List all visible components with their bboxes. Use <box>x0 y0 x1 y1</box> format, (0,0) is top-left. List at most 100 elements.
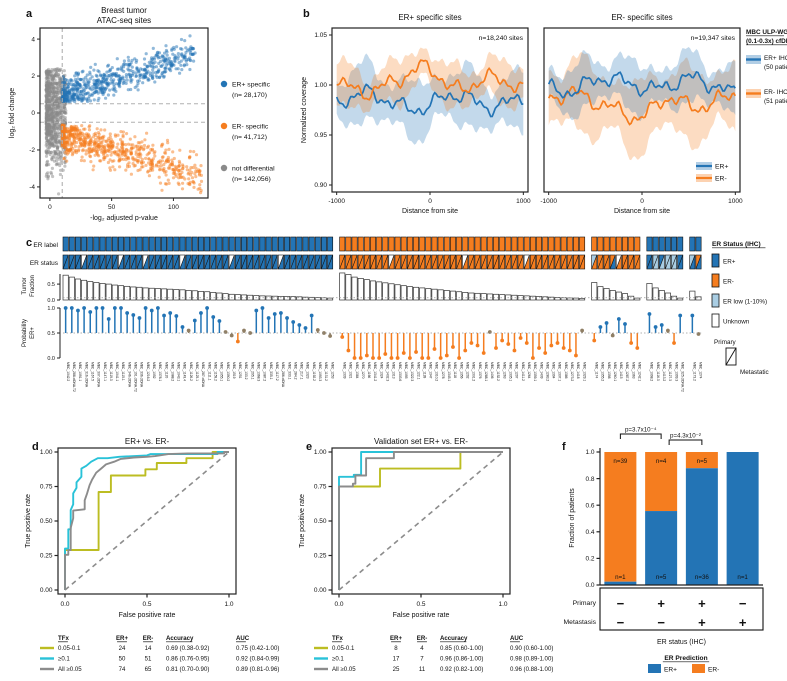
table-erpos-2: 25 <box>393 666 400 673</box>
bar-1-n-top: n=4 <box>656 458 667 465</box>
probability-dot <box>352 356 357 360</box>
er-label-cell <box>480 236 487 252</box>
probability-dot <box>549 343 554 348</box>
probability-dot <box>291 320 296 324</box>
metastatic-label: Metastatic <box>740 369 769 376</box>
er-label-cell <box>179 236 186 252</box>
matrix-metastasis-sign-0: − <box>617 615 625 630</box>
er-label-cell <box>111 236 118 252</box>
sample-name: MBC_1390.2 <box>226 362 230 381</box>
sample-name: MBC_1111.1 <box>207 362 211 381</box>
probability-dot <box>69 306 74 310</box>
probability-dot <box>401 351 406 355</box>
svg-text:1.05: 1.05 <box>314 32 327 39</box>
sample-name: MBC_1359.1 <box>533 362 537 381</box>
roc-curve-cyan <box>64 451 229 590</box>
probability-dot <box>137 316 142 320</box>
er-label-cell <box>677 236 684 252</box>
er-label-cell <box>652 236 659 252</box>
svg-text:1.00: 1.00 <box>40 449 53 456</box>
legend-count-2: (n= 142,056) <box>232 176 271 183</box>
sample-name: MBC_295.1 <box>250 362 254 380</box>
probability-dot <box>610 333 615 338</box>
panel-b-right-title: ER- specific sites <box>611 13 672 22</box>
matrix-frame <box>599 587 764 631</box>
tumor-fraction-bar <box>609 290 616 301</box>
panel-f-legend: ER Prediction ER+ ER- <box>648 655 719 674</box>
svg-text:0.0: 0.0 <box>60 601 69 608</box>
er-label-cell <box>308 236 315 252</box>
sample-name: MBC_316.ctDNA <box>84 362 88 388</box>
table-erpos-2: 74 <box>119 666 126 673</box>
er-label-cell <box>87 236 94 252</box>
sample-name: MBC_1042.2 <box>66 362 70 381</box>
sample-name: MBC_1406 <box>490 362 494 379</box>
tumor-fraction-bar <box>511 294 518 301</box>
tumor-fraction-bar <box>689 290 696 301</box>
roc-curve-cyan <box>338 451 503 590</box>
er-label-cell <box>597 236 604 252</box>
tumor-fraction-bar <box>634 297 641 301</box>
tumor-fraction-bar <box>419 287 426 301</box>
sample-name: MBC_1273.2 <box>570 362 574 381</box>
sample-group-0: MBC_1042.2 MBC_288.ctDNA.T2 MBC_1091.1 MBC_… <box>62 236 334 392</box>
probability-dot <box>156 306 160 310</box>
sample-name: MBC_1126.2 <box>189 362 193 381</box>
sample-name: MBC_1287.2 <box>625 362 629 381</box>
er-label-cell <box>357 236 364 252</box>
tumor-fraction-bar <box>376 281 383 301</box>
tumor-fraction-bar <box>652 287 659 301</box>
er-label-cell <box>468 236 475 252</box>
tumor-fraction-bar <box>265 295 272 301</box>
tumor-fraction-bar <box>234 294 241 301</box>
probability-dot <box>371 356 375 360</box>
sample-name: MBC_1363 <box>631 362 635 379</box>
sample-name: MBC_1119.3 <box>109 362 113 381</box>
sample-name: MBC_191.ctDNA.T2 <box>134 362 138 392</box>
er-label-cell <box>167 236 174 252</box>
tumor-fraction-bar <box>302 296 309 301</box>
table-auc-0: 0.75 (0.42-1.00) <box>236 645 279 652</box>
sample-name: MBC_1118 <box>453 362 457 378</box>
panel-f-ylabel: Fraction of patients <box>569 488 576 548</box>
table-erneg-1: 51 <box>145 656 152 663</box>
er-label-cell <box>689 236 696 252</box>
probability-dot <box>672 341 676 345</box>
probability-dot <box>629 341 634 345</box>
svg-text:0.75: 0.75 <box>314 484 327 491</box>
er-label-cell <box>431 236 438 252</box>
sample-name: MBC_1125.1 <box>195 362 199 381</box>
er-label-cell <box>505 236 512 252</box>
sample-group-4: MBC_1173.2 MBC_1274 <box>689 236 703 381</box>
tumor-fraction-bar <box>81 279 88 301</box>
er-label-cell <box>511 236 518 252</box>
probability-dot <box>205 306 210 310</box>
tumor-fraction-bar <box>536 296 543 301</box>
er-status-label-3: Unknown <box>723 319 750 326</box>
table-tfx-0: 0.05-0.1 <box>58 645 81 652</box>
er-label-cell <box>499 236 506 252</box>
er-label-cell <box>124 236 131 252</box>
er-label-cell <box>603 236 610 252</box>
sample-name: MBC_1341.2 <box>373 362 377 381</box>
sample-name: MBC_1166 <box>367 362 371 378</box>
tumor-fraction-bar <box>400 285 407 301</box>
sample-name: MBC_1131.2 <box>324 362 328 381</box>
table-accuracy-2: 0.81 (0.70-0.90) <box>166 666 209 673</box>
table-auc-1: 0.92 (0.84-0.99) <box>236 656 279 663</box>
table-erpos-0: 8 <box>394 645 398 652</box>
tumor-fraction-bar <box>462 292 469 301</box>
svg-text:0.0: 0.0 <box>334 601 343 608</box>
matrix-metastasis-sign-3: + <box>739 615 747 630</box>
tumor-fraction-bar <box>167 288 174 301</box>
er-label-cell <box>142 236 149 252</box>
sample-name: MBC_1288.1 <box>484 362 488 381</box>
panel-e-title: Validation set ER+ vs. ER- <box>374 437 468 446</box>
table-erneg-1: 7 <box>420 656 424 663</box>
probability-dot <box>598 325 603 329</box>
sample-name: MBC_1087.2 <box>263 362 267 381</box>
er-label-cell <box>419 236 426 252</box>
svg-text:1000: 1000 <box>728 198 743 205</box>
bar-0-n-bottom: n=1 <box>615 574 626 581</box>
